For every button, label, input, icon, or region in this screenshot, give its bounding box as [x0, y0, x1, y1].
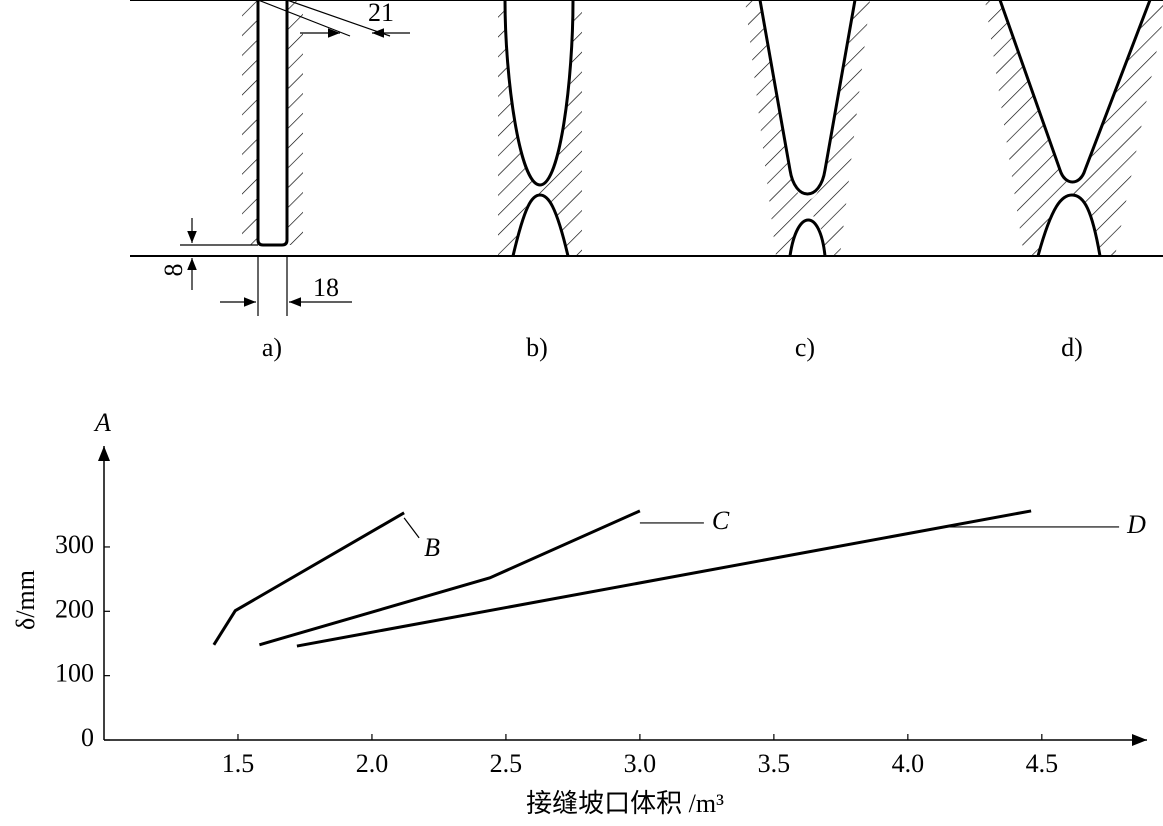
sub-label: a): [262, 333, 282, 362]
y-tick-label: 100: [55, 659, 94, 688]
chart: A δ/mm 接缝坡口体积 /m³ 0 100 200 300 1.5 2.0 2.5 3.0…: [11, 408, 1147, 818]
sub-label: d): [1061, 333, 1083, 362]
root-c: [788, 218, 827, 257]
hatch: [498, 0, 540, 256]
groove-c: [758, 0, 857, 196]
x-tick-label: 1.5: [222, 749, 255, 778]
x-tick-label: 3.0: [624, 749, 657, 778]
x-axis-label: 接缝坡口体积 /m³: [526, 789, 724, 818]
series-label: B: [424, 533, 440, 562]
x-tick-label: 4.0: [892, 749, 925, 778]
series-line: [258, 509, 641, 647]
series-label: D: [1126, 510, 1146, 539]
series-label: C: [712, 506, 730, 535]
sub-label: b): [526, 333, 548, 362]
groove-d: [998, 0, 1152, 184]
sub-label: c): [795, 333, 815, 362]
x-tick-label: 3.5: [758, 749, 791, 778]
dim-label: 8: [159, 264, 188, 277]
y-axis-label: δ/mm: [11, 570, 40, 630]
dim-label: 21: [368, 0, 394, 27]
axis-top-label: A: [93, 408, 111, 437]
series-line: [212, 511, 405, 646]
hatch: [242, 0, 258, 245]
groove-b: [503, 0, 575, 187]
hatch: [1072, 0, 1163, 256]
root-b: [511, 193, 570, 257]
y-tick-label: 200: [55, 594, 94, 623]
groove-diagrams: 21 18 8 a) b) c) d): [130, 0, 1163, 362]
hatch: [540, 0, 582, 256]
leader-line: [403, 517, 420, 539]
x-tick-label: 2.5: [490, 749, 523, 778]
hatch: [745, 0, 808, 256]
dim-label: 18: [313, 273, 339, 302]
series-line: [296, 509, 1032, 648]
y-tick-label: 300: [55, 530, 94, 559]
groove-a: [256, 0, 289, 247]
root-d: [1036, 193, 1102, 257]
hatch: [985, 0, 1072, 256]
x-tick-label: 2.0: [356, 749, 389, 778]
x-tick-label: 4.5: [1026, 749, 1059, 778]
y-tick-label: 0: [81, 723, 94, 752]
hatch: [287, 0, 303, 245]
hatch: [808, 0, 870, 256]
